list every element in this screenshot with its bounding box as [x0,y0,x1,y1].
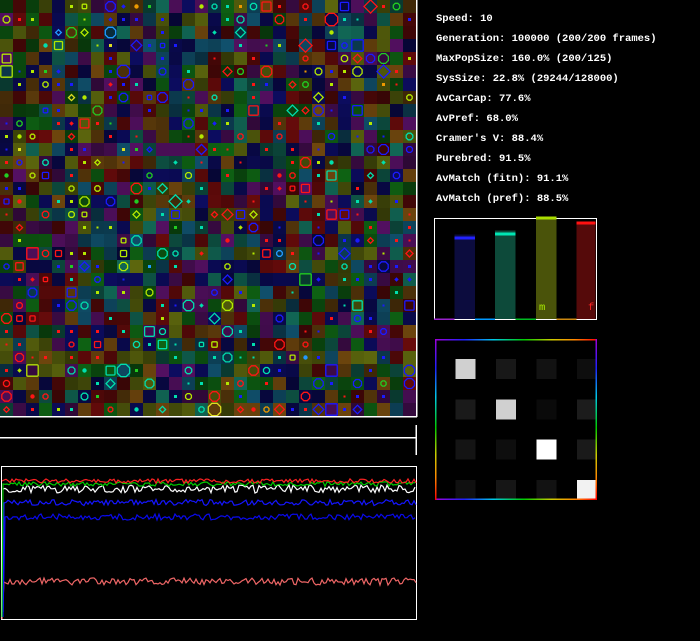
svg-text:f: f [588,302,594,314]
svg-text:SysSize: 22.8% (29244/128000): SysSize: 22.8% (29244/128000) [436,73,619,85]
svg-text:Purebred: 91.5%: Purebred: 91.5% [436,153,531,165]
svg-text:AvMatch (fitn): 91.1%: AvMatch (fitn): 91.1% [436,173,569,185]
svg-text:m: m [539,302,545,314]
svg-text:Speed: 10: Speed: 10 [436,13,493,25]
svg-text:MaxPopSize: 160.0% (200/125): MaxPopSize: 160.0% (200/125) [436,53,612,65]
svg-text:AvCarCap: 77.6%: AvCarCap: 77.6% [436,93,531,105]
svg-text:AvMatch (pref): 88.5%: AvMatch (pref): 88.5% [436,193,569,205]
svg-text:Generation: 100000 (200/200 fr: Generation: 100000 (200/200 frames) [436,33,657,45]
svg-text:Cramer's V: 88.4%: Cramer's V: 88.4% [436,133,544,145]
svg-text:AvPref: 68.0%: AvPref: 68.0% [436,113,519,125]
